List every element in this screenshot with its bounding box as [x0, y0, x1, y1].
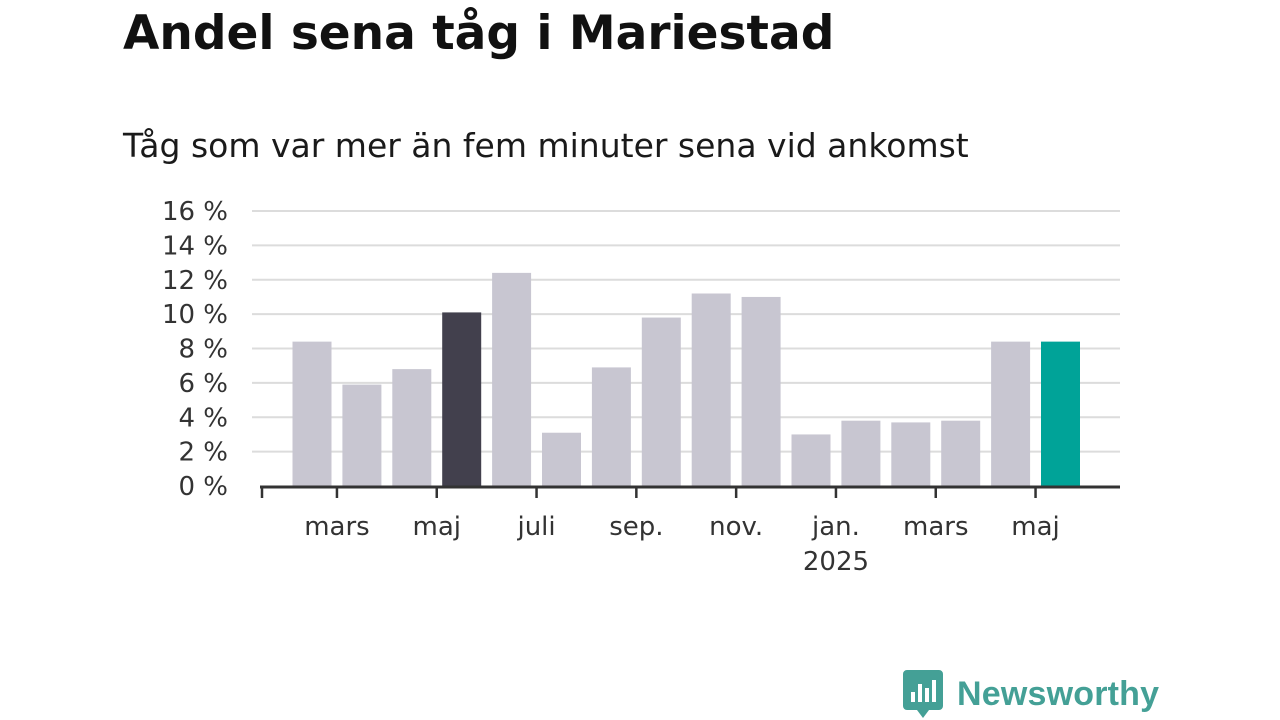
bar-2024-05 — [442, 312, 482, 486]
bar-2025-04 — [991, 341, 1031, 486]
x-tick-label: maj — [413, 512, 461, 542]
y-tick-label: 8 % — [178, 335, 228, 365]
bar-2024-11 — [741, 296, 781, 486]
bar-2024-04 — [392, 369, 432, 486]
bar-2025-02 — [891, 422, 931, 486]
bar-chart-logo-icon — [903, 670, 943, 718]
y-tick-label: 4 % — [178, 403, 228, 433]
bar-2024-06 — [492, 272, 532, 486]
bar-2024-07 — [542, 432, 581, 486]
y-tick-label: 16 % — [162, 197, 228, 227]
y-tick-label: 6 % — [178, 369, 228, 399]
x-tick-label: maj — [1011, 512, 1059, 542]
bar-2024-12 — [791, 434, 831, 486]
chart-subtitle: Tåg som var mer än fem minuter sena vid … — [123, 126, 969, 165]
bar-2024-09 — [641, 317, 681, 486]
gridlines — [252, 210, 1120, 453]
x-tick-label: sep. — [609, 512, 663, 542]
bar-2025-01 — [841, 420, 881, 486]
bar-2024-03 — [342, 384, 382, 486]
bar-2024-02 — [292, 341, 332, 486]
y-tick-label: 2 % — [178, 438, 228, 468]
x-tick-label: nov. — [709, 512, 763, 542]
x-tick-label: mars — [304, 512, 370, 542]
bars — [292, 272, 1080, 486]
x-tick-label: juli — [516, 512, 555, 542]
bar-2025-05 — [1041, 341, 1080, 486]
y-tick-label: 10 % — [162, 300, 228, 330]
x-tick-label: mars — [903, 512, 969, 542]
x-axis-labels: mars maj juli sep. nov. jan. 2025 mars maj — [304, 512, 1060, 577]
newsworthy-logo: Newsworthy — [903, 670, 1159, 718]
bar-2025-03 — [941, 420, 981, 486]
y-axis-labels: 0 % 2 % 4 % 6 % 8 % 10 % 12 % 14 % 16 % — [162, 197, 228, 502]
x-axis — [260, 485, 1120, 498]
brand-name: Newsworthy — [957, 674, 1160, 713]
x-tick-label: jan. — [811, 512, 860, 542]
y-tick-label: 14 % — [162, 231, 228, 261]
y-tick-label: 12 % — [162, 266, 228, 296]
bar-2024-10 — [691, 293, 731, 486]
y-tick-label: 0 % — [178, 472, 228, 502]
bar-2024-08 — [591, 367, 631, 486]
x-tick-year-label: 2025 — [803, 547, 869, 577]
chart-title: Andel sena tåg i Mariestad — [123, 6, 835, 61]
